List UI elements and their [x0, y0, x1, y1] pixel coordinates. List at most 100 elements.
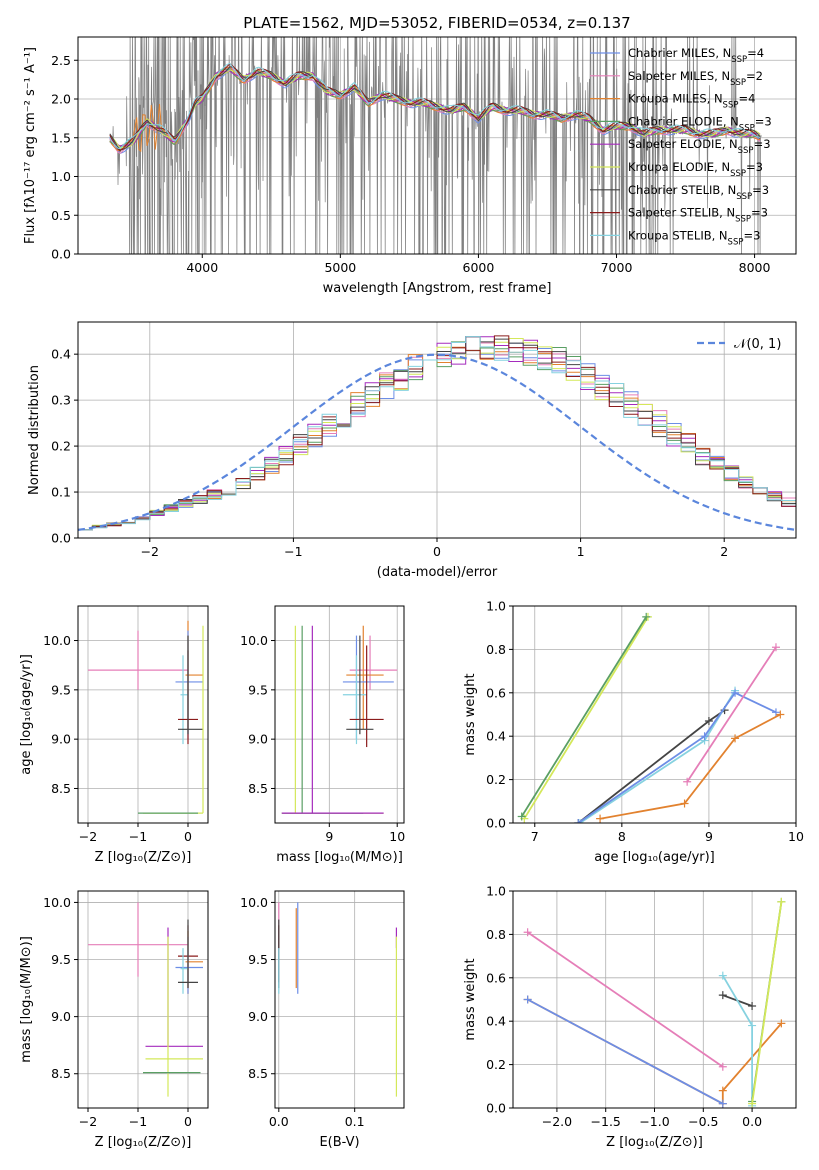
x-tick-label: 1 [577, 544, 585, 559]
x-axis-label: E(B-V) [319, 1135, 359, 1150]
y-tick-label: 9.0 [248, 1009, 268, 1024]
x-tick-label: 9 [325, 829, 333, 844]
x-tick-label: 6000 [463, 260, 495, 275]
x-tick-label: −1 [129, 1114, 147, 1129]
y-tick-label: 2.5 [51, 53, 71, 68]
legend-name: Chabrier STELIB, N [628, 183, 736, 197]
legend-tail: =3 [755, 114, 772, 128]
weight-line [751, 901, 783, 1104]
point-marker [748, 1021, 757, 1030]
x-tick-label: −0.5 [688, 1114, 718, 1129]
y-tick-label: 1.5 [51, 130, 71, 145]
plot-area [109, 37, 762, 254]
point-marker [776, 710, 785, 719]
x-tick-label: −2 [79, 1114, 97, 1129]
legend-name: Chabrier ELODIE, N [628, 114, 739, 128]
legend-sub: SSP [728, 237, 744, 247]
errorbar-salpeter-miles [88, 630, 188, 690]
x-tick-label: 9 [705, 829, 713, 844]
legend-sub: SSP [730, 169, 746, 179]
legend-name: Kroupa ELODIE, N [628, 160, 730, 174]
weight-line-kroupa-elodie [520, 612, 652, 823]
point-marker [700, 732, 709, 741]
legend-entry: Salpeter ELODIE, NSSP=3 [628, 137, 771, 156]
point-marker [683, 777, 692, 786]
errorbar-chabrier-miles [297, 902, 299, 994]
panel-z-weight: −2.0 −1.5 −1.0 −0.5 0.0 0.0 0.2 0.4 0.6 0.8 1.0 Z [… [463, 884, 797, 1150]
x-axis-label: wavelength [Angstrom, rest frame] [323, 281, 552, 296]
y-tick-label: 8.5 [51, 781, 71, 796]
y-tick-label: 9.5 [51, 682, 71, 697]
legend-tail: =4 [738, 92, 755, 106]
model-kroupa-elodie [109, 69, 761, 148]
histogram-kroupa-stelib [78, 336, 796, 531]
x-tick-label: 0.0 [269, 1114, 289, 1129]
x-tick-label: −1.5 [591, 1114, 621, 1129]
point-marker [731, 734, 740, 743]
legend-entry: Chabrier MILES, NSSP=4 [628, 46, 764, 65]
y-tick-label: 1.0 [486, 599, 506, 614]
legend-entry: Kroupa STELIB, NSSP=3 [628, 228, 760, 247]
normal-curve [78, 353, 796, 531]
y-tick-label: 0.8 [486, 927, 506, 942]
y-tick-label: 0.8 [486, 642, 506, 657]
y-tick-label: 10.0 [43, 633, 71, 648]
errorbar-kroupa-stelib [180, 655, 188, 745]
point-marker [748, 1099, 757, 1108]
histogram-salpeter-stelib [78, 335, 796, 531]
weight-line [520, 616, 647, 817]
weight-line-chabrier-miles [574, 688, 780, 823]
y-tick-label: 10.0 [240, 633, 268, 648]
axes-frame [77, 36, 797, 255]
x-tick-label: −1.0 [639, 1114, 669, 1129]
errorbar-salpeter-miles [349, 635, 398, 690]
x-tick-label: 7 [531, 829, 539, 844]
model-salpeter-elodie [109, 70, 761, 147]
y-axis-label: mass weight [463, 673, 478, 755]
axes-frame [512, 605, 797, 824]
y-tick-label: 9.5 [51, 952, 71, 967]
y-tick-label: 0.3 [51, 393, 71, 408]
legend-entry: 𝒩(0, 1) [734, 337, 781, 352]
point-marker [718, 1062, 727, 1071]
point-marker [777, 897, 786, 906]
errorbar-salpeter-elodie [281, 625, 384, 814]
x-axis-label: (data-model)/error [377, 565, 498, 580]
errorbar-kroupa-elodie [395, 936, 398, 1097]
errorbar-kroupa-stelib [180, 948, 188, 994]
weight-line-chabrier-elodie [517, 612, 651, 821]
y-tick-label: 9.5 [248, 952, 268, 967]
point-marker [748, 1002, 757, 1011]
x-tick-label: 7000 [601, 260, 633, 275]
axes-frame [77, 890, 209, 1109]
legend-name: Kroupa STELIB, N [628, 228, 728, 242]
y-axis-label: age [log₁₀(age/yr)] [19, 654, 34, 775]
y-axis-label: Flux [fλ10⁻¹⁷ erg cm⁻² s⁻¹ A⁻¹] [23, 47, 38, 244]
x-tick-label: 0 [184, 829, 192, 844]
legend-sub: SSP [735, 215, 751, 225]
x-tick-label: −2 [141, 544, 159, 559]
point-marker [777, 1019, 786, 1028]
plot-area [278, 902, 398, 1097]
x-axis-label: age [log₁₀(age/yr)] [594, 850, 715, 865]
plot-area [78, 335, 796, 531]
y-tick-label: 0.6 [486, 970, 506, 985]
plot-area [517, 612, 785, 823]
legend-tail: =3 [743, 228, 760, 242]
y-tick-label: 9.0 [51, 1009, 71, 1024]
axes-frame [274, 890, 405, 1109]
y-tick-label: 9.0 [51, 732, 71, 747]
y-tick-label: 8.5 [51, 1066, 71, 1081]
x-tick-label: 5000 [324, 260, 356, 275]
model-kroupa-stelib [109, 62, 761, 150]
x-tick-label: −2 [79, 829, 97, 844]
x-tick-label: 8000 [739, 260, 771, 275]
errorbar-salpeter-miles [88, 902, 188, 977]
errorbar-chabrier-stelib [178, 635, 203, 735]
y-tick-label: 9.5 [248, 682, 268, 697]
point-marker [517, 812, 526, 821]
panel-ebv-mass: 0.0 0.1 8.5 9.0 9.5 10.0 E(B-V) [240, 890, 405, 1150]
y-tick-label: 1.0 [51, 169, 71, 184]
